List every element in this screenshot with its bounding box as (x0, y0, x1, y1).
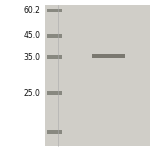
FancyBboxPatch shape (46, 9, 62, 12)
FancyBboxPatch shape (0, 0, 45, 150)
Text: 45.0: 45.0 (24, 32, 40, 40)
FancyBboxPatch shape (92, 54, 124, 58)
Text: 60.2: 60.2 (24, 6, 40, 15)
FancyBboxPatch shape (46, 91, 62, 95)
FancyBboxPatch shape (46, 130, 62, 134)
Text: 25.0: 25.0 (24, 88, 40, 98)
FancyBboxPatch shape (45, 4, 150, 146)
Text: 35.0: 35.0 (24, 52, 40, 62)
FancyBboxPatch shape (46, 34, 62, 38)
FancyBboxPatch shape (46, 55, 62, 59)
